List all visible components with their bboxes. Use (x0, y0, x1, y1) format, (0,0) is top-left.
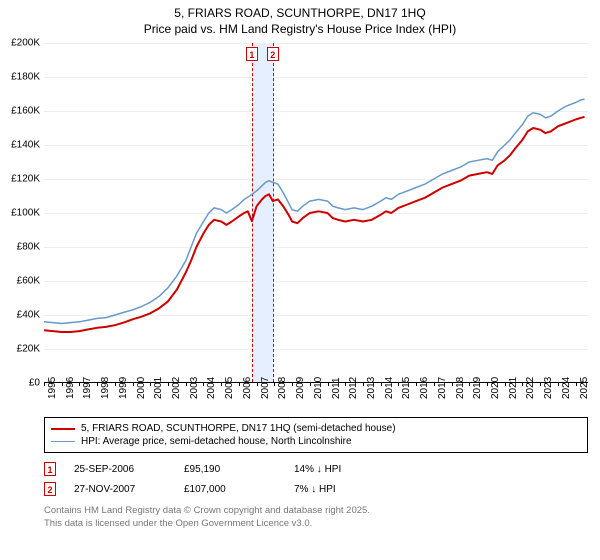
legend-swatch (51, 428, 75, 430)
title-line1: 5, FRIARS ROAD, SCUNTHORPE, DN17 1HQ (0, 6, 600, 22)
sale-delta: 7% ↓ HPI (294, 484, 386, 495)
y-axis-label: £100K (2, 208, 40, 219)
y-axis-label: £60K (2, 276, 40, 287)
footnote: Contains HM Land Registry data © Crown c… (44, 505, 588, 530)
chart-svg (44, 43, 588, 383)
legend: 5, FRIARS ROAD, SCUNTHORPE, DN17 1HQ (se… (44, 417, 588, 453)
sale-delta: 14% ↓ HPI (294, 464, 386, 475)
y-axis-label: £120K (2, 174, 40, 185)
line-chart: £0£20K£40K£60K£80K£100K£120K£140K£160K£1… (44, 43, 588, 383)
legend-item: 5, FRIARS ROAD, SCUNTHORPE, DN17 1HQ (se… (51, 422, 581, 435)
legend-label: HPI: Average price, semi-detached house,… (81, 436, 352, 447)
sale-date: 25-SEP-2006 (74, 464, 166, 475)
chart-title: 5, FRIARS ROAD, SCUNTHORPE, DN17 1HQ Pri… (0, 0, 600, 37)
sale-date: 27-NOV-2007 (74, 484, 166, 495)
legend-swatch (51, 441, 75, 443)
y-axis-label: £180K (2, 72, 40, 83)
y-axis-label: £200K (2, 38, 40, 49)
title-line2: Price paid vs. HM Land Registry's House … (0, 22, 600, 38)
footnote-line1: Contains HM Land Registry data © Crown c… (44, 505, 588, 517)
y-axis-label: £80K (2, 242, 40, 253)
sale-badge: 1 (44, 462, 56, 476)
y-axis-label: £140K (2, 140, 40, 151)
y-axis-label: £40K (2, 310, 40, 321)
sale-badge: 2 (44, 482, 56, 496)
y-axis-label: £160K (2, 106, 40, 117)
sale-row: 1 25-SEP-2006 £95,190 14% ↓ HPI (44, 459, 588, 479)
legend-label: 5, FRIARS ROAD, SCUNTHORPE, DN17 1HQ (se… (81, 423, 396, 434)
legend-item: HPI: Average price, semi-detached house,… (51, 435, 581, 448)
y-axis-label: £20K (2, 344, 40, 355)
y-axis-label: £0 (2, 378, 40, 389)
sale-price: £107,000 (184, 484, 276, 495)
series-property (44, 117, 585, 332)
sale-row: 2 27-NOV-2007 £107,000 7% ↓ HPI (44, 479, 588, 499)
footnote-line2: This data is licensed under the Open Gov… (44, 518, 588, 530)
sales-table: 1 25-SEP-2006 £95,190 14% ↓ HPI 2 27-NOV-2007… (44, 459, 588, 499)
sale-price: £95,190 (184, 464, 276, 475)
